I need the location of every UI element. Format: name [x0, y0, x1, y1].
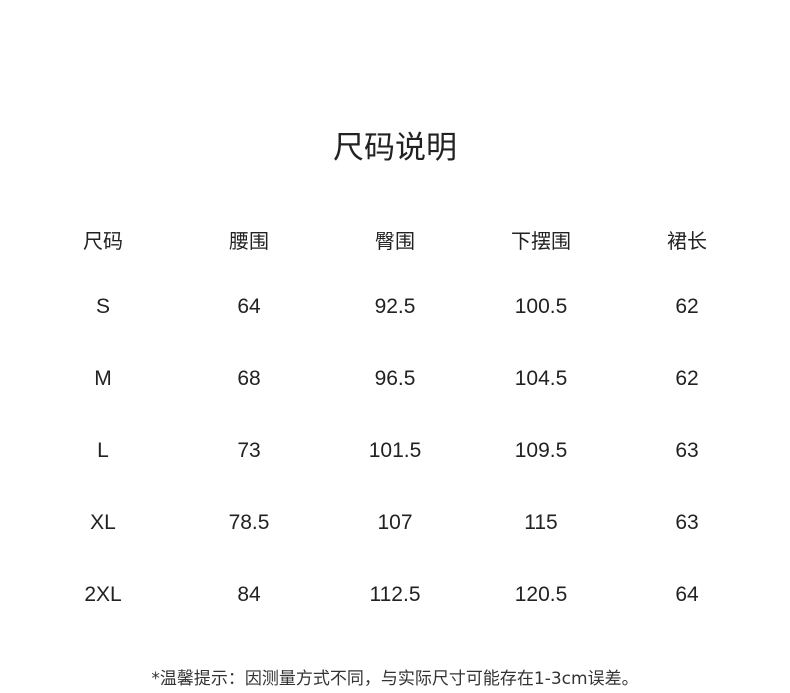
table-cell: 2XL [84, 583, 122, 606]
table-cell: 101.5 [368, 439, 422, 462]
table-cell: 68 [237, 367, 261, 390]
table-row: 2XL 84 112.5 120.5 64 [0, 580, 790, 610]
table-row: XL 78.5 107 115 63 [0, 508, 790, 538]
table-cell: 78.5 [228, 511, 270, 534]
header-cell: 腰围 [229, 229, 269, 253]
footnote: *温馨提示：因测量方式不同，与实际尺寸可能存在1-3cm误差。 [151, 669, 639, 689]
table-cell: 115 [524, 511, 558, 534]
table-cell: 100.5 [514, 295, 568, 318]
table-cell: 62 [675, 295, 699, 318]
table-cell: M [94, 367, 112, 390]
table-header: 尺码 腰围 臀围 下摆围 裙长 [0, 226, 790, 256]
table-cell: 62 [675, 367, 699, 390]
table-cell: 112.5 [369, 583, 421, 606]
table-cell: 96.5 [374, 367, 416, 390]
header-cell: 臀围 [375, 229, 415, 253]
header-cell: 裙长 [667, 229, 707, 253]
table-cell: S [95, 295, 110, 318]
table-cell: 64 [237, 295, 261, 318]
page-title: 尺码说明 [333, 130, 457, 166]
table-row: M 68 96.5 104.5 62 [0, 364, 790, 394]
table-cell: 63 [675, 511, 699, 534]
table-cell: 64 [675, 583, 699, 606]
table-cell: 92.5 [374, 295, 416, 318]
header-cell: 尺码 [83, 229, 123, 253]
table-cell: 104.5 [514, 367, 568, 390]
table-row: S 64 92.5 100.5 62 [0, 292, 790, 322]
table-cell: 109.5 [514, 439, 568, 462]
table-cell: 84 [237, 583, 261, 606]
table-cell: 73 [237, 439, 261, 462]
table-cell: 107 [377, 511, 413, 534]
table-cell: 63 [675, 439, 699, 462]
table-cell: 120.5 [514, 583, 568, 606]
header-cell: 下摆围 [511, 229, 571, 253]
table-cell: XL [90, 511, 116, 534]
table-row: L 73 101.5 109.5 63 [0, 436, 790, 466]
table-cell: L [97, 439, 109, 462]
